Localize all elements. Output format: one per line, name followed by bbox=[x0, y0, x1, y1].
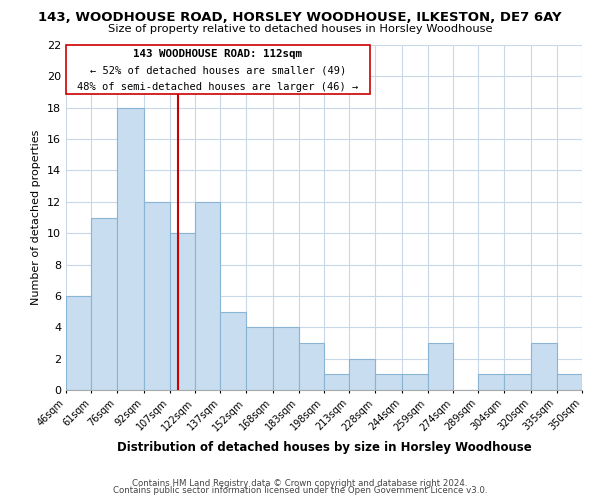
Text: Contains public sector information licensed under the Open Government Licence v3: Contains public sector information licen… bbox=[113, 486, 487, 495]
Bar bbox=[91, 218, 117, 390]
Bar bbox=[273, 328, 299, 390]
Text: Contains HM Land Registry data © Crown copyright and database right 2024.: Contains HM Land Registry data © Crown c… bbox=[132, 478, 468, 488]
Bar bbox=[531, 343, 557, 390]
Bar bbox=[66, 45, 370, 94]
Bar bbox=[246, 328, 273, 390]
Bar bbox=[220, 312, 246, 390]
Bar bbox=[66, 296, 91, 390]
Bar bbox=[117, 108, 144, 390]
Bar bbox=[349, 358, 375, 390]
Bar bbox=[375, 374, 402, 390]
Bar bbox=[557, 374, 582, 390]
Bar bbox=[504, 374, 531, 390]
Text: 143 WOODHOUSE ROAD: 112sqm: 143 WOODHOUSE ROAD: 112sqm bbox=[133, 50, 302, 59]
Bar bbox=[402, 374, 428, 390]
Text: 143, WOODHOUSE ROAD, HORSLEY WOODHOUSE, ILKESTON, DE7 6AY: 143, WOODHOUSE ROAD, HORSLEY WOODHOUSE, … bbox=[38, 11, 562, 24]
Text: Size of property relative to detached houses in Horsley Woodhouse: Size of property relative to detached ho… bbox=[108, 24, 492, 34]
Bar bbox=[195, 202, 220, 390]
Y-axis label: Number of detached properties: Number of detached properties bbox=[31, 130, 41, 305]
Bar bbox=[324, 374, 349, 390]
Bar bbox=[478, 374, 504, 390]
Bar bbox=[582, 374, 600, 390]
Bar bbox=[428, 343, 453, 390]
Text: ← 52% of detached houses are smaller (49): ← 52% of detached houses are smaller (49… bbox=[90, 66, 346, 76]
X-axis label: Distribution of detached houses by size in Horsley Woodhouse: Distribution of detached houses by size … bbox=[116, 441, 532, 454]
Bar bbox=[299, 343, 324, 390]
Bar bbox=[144, 202, 170, 390]
Bar bbox=[170, 233, 195, 390]
Text: 48% of semi-detached houses are larger (46) →: 48% of semi-detached houses are larger (… bbox=[77, 82, 359, 92]
